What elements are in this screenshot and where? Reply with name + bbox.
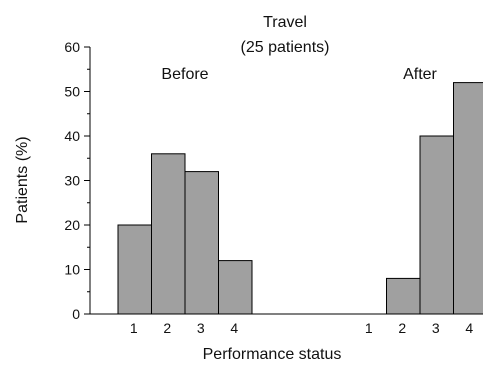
chart-title: Travel <box>263 14 307 31</box>
y-tick-label: 40 <box>64 128 80 144</box>
bar-after-3 <box>420 136 454 314</box>
bar-before-1 <box>118 225 152 314</box>
bar-before-3 <box>185 172 219 314</box>
y-tick-label: 30 <box>64 173 80 189</box>
x-tick-label: 4 <box>230 320 238 336</box>
chart-subtitle: (25 patients) <box>241 39 330 56</box>
group-label-after: After <box>403 66 437 83</box>
x-tick-label: 2 <box>163 320 171 336</box>
y-tick-label: 20 <box>64 217 80 233</box>
x-tick-label: 1 <box>365 320 373 336</box>
group-label-before: Before <box>161 66 208 83</box>
bar-before-4 <box>219 261 253 314</box>
y-tick-label: 0 <box>72 306 80 322</box>
x-tick-label: 4 <box>465 320 473 336</box>
bars <box>118 83 483 314</box>
x-tick-label: 1 <box>130 320 138 336</box>
x-tick-label: 2 <box>398 320 406 336</box>
x-tick-label: 3 <box>432 320 440 336</box>
bar-after-2 <box>387 278 421 314</box>
bar-before-2 <box>152 154 186 314</box>
y-tick-label: 50 <box>64 84 80 100</box>
x-axis-label: Performance status <box>203 346 342 363</box>
y-tick-label: 60 <box>64 39 80 55</box>
x-tick-label: 3 <box>197 320 205 336</box>
y-tick-label: 10 <box>64 262 80 278</box>
y-axis-label: Patients (%) <box>14 136 31 223</box>
bar-after-4 <box>454 83 483 314</box>
